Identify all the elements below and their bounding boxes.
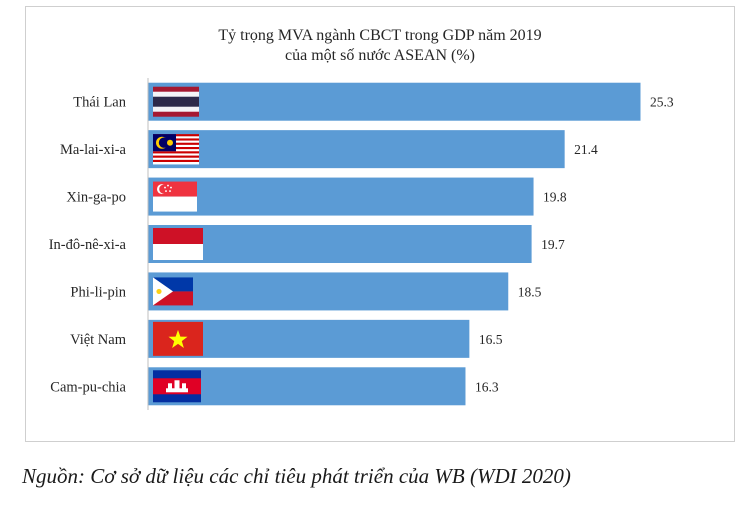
value-label: 21.4	[574, 142, 598, 157]
category-label: In-đô-nê-xi-a	[49, 237, 127, 253]
philippines-flag-icon	[153, 277, 193, 306]
vietnam-flag-icon	[153, 321, 203, 356]
bar	[148, 225, 532, 263]
bar	[148, 177, 534, 216]
category-label: Xin-ga-po	[66, 190, 126, 206]
category-label: Cam-pu-chia	[50, 379, 126, 395]
category-label: Phi-li-pin	[70, 284, 126, 300]
value-label: 19.8	[543, 190, 567, 205]
source-note: Nguồn: Cơ sở dữ liệu các chỉ tiêu phát t…	[22, 464, 571, 488]
value-label: 16.3	[475, 379, 499, 394]
malaysia-flag-icon	[153, 134, 199, 165]
bar	[148, 367, 466, 406]
value-label: 18.5	[518, 284, 542, 299]
chart-title: Tỷ trọng MVA ngành CBCT trong GDP năm 20…	[218, 27, 542, 44]
bar	[148, 130, 565, 169]
chart-subtitle: của một số nước ASEAN (%)	[285, 47, 475, 64]
value-label: 19.7	[541, 237, 565, 252]
value-label: 25.3	[650, 95, 674, 110]
category-label: Việt Nam	[70, 332, 127, 348]
value-label: 16.5	[479, 332, 503, 347]
bar	[148, 82, 641, 121]
singapore-flag-icon	[153, 181, 197, 212]
indonesia-flag-icon	[153, 228, 203, 260]
category-label: Thái Lan	[73, 95, 126, 111]
bar	[148, 272, 509, 311]
cambodia-flag-icon	[153, 370, 201, 403]
thailand-flag-icon	[153, 86, 199, 117]
category-label: Ma-lai-xi-a	[60, 142, 127, 158]
